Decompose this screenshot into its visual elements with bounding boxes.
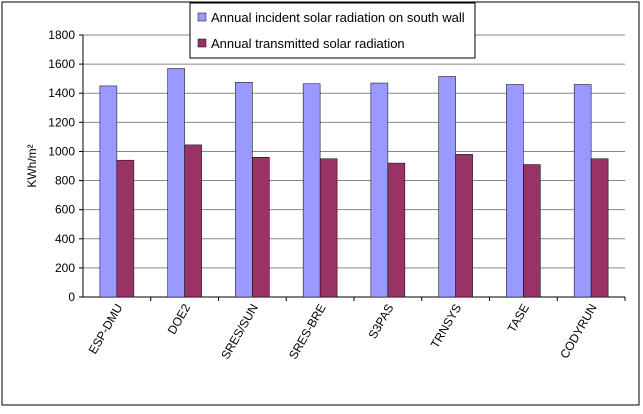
bar: [523, 164, 541, 298]
y-tick-label: 1200: [48, 115, 75, 129]
bar: [319, 158, 338, 298]
bar: [370, 82, 389, 298]
bar: [252, 157, 270, 298]
y-axis-label: KWh/m²: [25, 144, 39, 187]
bar: [573, 84, 592, 298]
legend-swatch: [197, 38, 207, 48]
bar: [99, 85, 118, 298]
y-tick-label: 1600: [48, 57, 75, 71]
bar: [506, 84, 524, 298]
y-tick-label: 800: [55, 174, 75, 188]
bar: [387, 162, 406, 298]
legend-label: Annual transmitted solar radiation: [211, 36, 405, 51]
y-tick-label: 1000: [48, 144, 75, 158]
y-tick-label: 200: [55, 261, 75, 275]
bar: [590, 158, 609, 298]
bar: [302, 83, 321, 298]
bar: [235, 82, 253, 298]
bar: [116, 159, 135, 298]
y-tick-label: 600: [55, 203, 75, 217]
y-tick-label: 0: [68, 290, 75, 304]
bar: [438, 76, 456, 298]
legend-label: Annual incident solar radiation on south…: [211, 10, 465, 25]
legend-box: [189, 2, 476, 59]
bar: [167, 68, 185, 298]
bar: [184, 144, 202, 298]
legend-swatch: [197, 12, 207, 22]
y-tick-label: 1400: [48, 86, 75, 100]
y-tick-label: 1800: [48, 28, 75, 42]
bar: [455, 154, 473, 298]
y-tick-label: 400: [55, 232, 75, 246]
